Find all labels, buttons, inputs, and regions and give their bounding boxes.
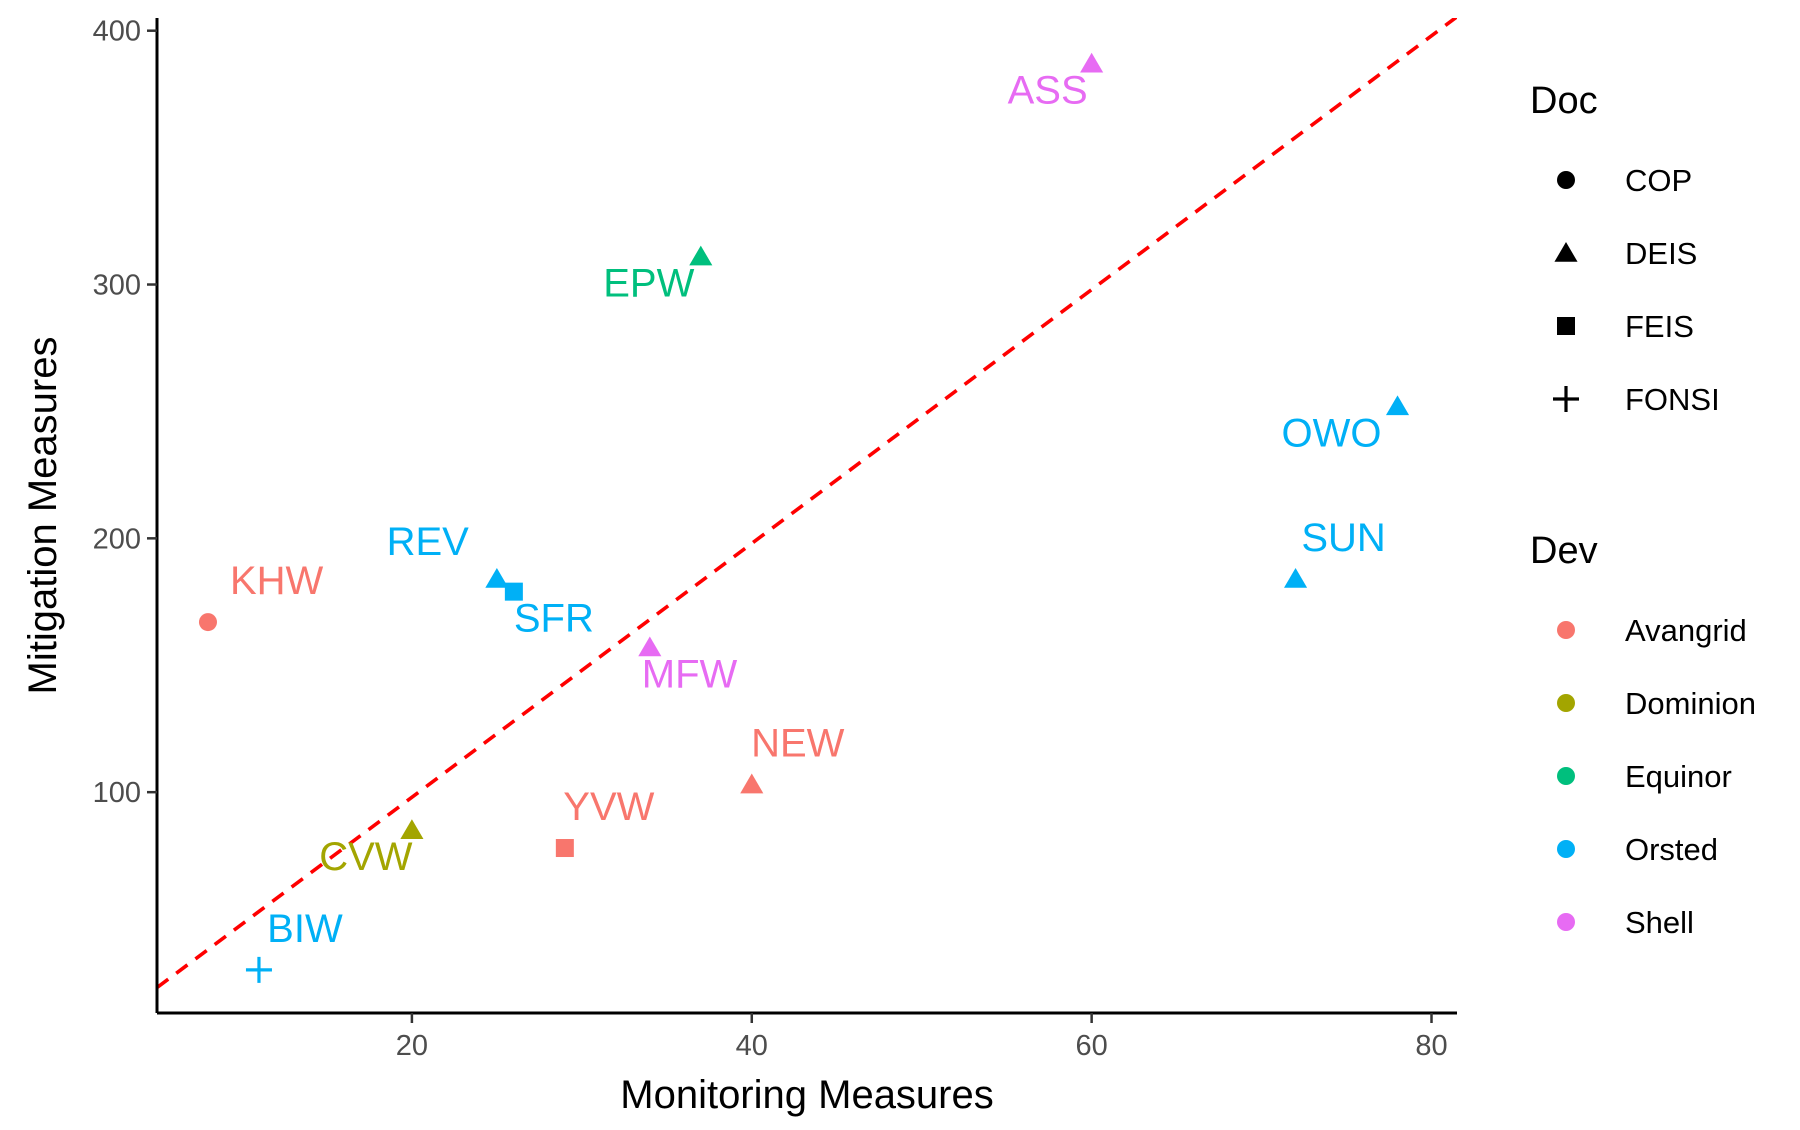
data-point-rev (485, 567, 509, 588)
y-tick-label: 300 (93, 270, 141, 302)
legend-label-avangrid: Avangrid (1625, 613, 1747, 648)
point-label-khw: KHW (230, 559, 324, 603)
data-points-layer (198, 52, 1410, 983)
point-label-yvw: YVW (563, 785, 654, 829)
legend-title-doc: Doc (1530, 80, 1598, 122)
legend-key-feis (1557, 317, 1575, 335)
point-label-biw: BIW (267, 907, 343, 951)
legend-label-feis: FEIS (1625, 309, 1694, 344)
x-tick-label: 80 (1415, 1030, 1447, 1062)
data-point-sfr (504, 582, 523, 601)
point-label-rev: REV (387, 520, 470, 564)
y-tick-label: 200 (93, 523, 141, 555)
y-axis-title: Mitigation Measures (21, 337, 65, 695)
axes-layer: 20 40 60 80 100 200 300 400 Monitoring Measures M… (21, 16, 1457, 1117)
legend-label-deis: DEIS (1625, 236, 1697, 271)
data-point-yvw (555, 839, 574, 858)
legend-title-dev: Dev (1530, 530, 1598, 572)
point-label-sun: SUN (1301, 516, 1385, 560)
reference-line (157, 18, 1457, 990)
point-label-sfr: SFR (514, 597, 594, 641)
legend-key-dominion (1557, 694, 1575, 712)
legend-key-shell (1557, 913, 1575, 931)
legend-key-equinor (1557, 767, 1575, 785)
legend-label-dominion: Dominion (1625, 686, 1756, 721)
data-point-new (740, 773, 764, 794)
data-point-owo (1385, 395, 1410, 416)
point-label-cvw: CVW (319, 835, 413, 879)
point-label-mfw: MFW (642, 652, 738, 696)
reference-line-layer (157, 18, 1457, 990)
legend-label-orsted: Orsted (1625, 832, 1718, 867)
legend-key-fonsi (1553, 386, 1579, 412)
data-point-epw (689, 245, 713, 266)
point-label-ass: ASS (1008, 69, 1088, 113)
point-label-owo: OWO (1282, 411, 1382, 455)
legend: Doc COP DEIS FEIS FONSI Dev Avangrid Dominion Eq… (1530, 80, 1756, 940)
legend-key-orsted (1557, 840, 1575, 858)
x-tick-label: 60 (1076, 1030, 1108, 1062)
x-tick-label: 40 (736, 1030, 768, 1062)
data-point-mfw (638, 636, 662, 657)
legend-label-fonsi: FONSI (1625, 382, 1720, 417)
x-tick-label: 20 (396, 1030, 428, 1062)
legend-label-cop: COP (1625, 163, 1692, 198)
data-point-biw (245, 956, 272, 983)
data-point-khw (198, 613, 217, 632)
legend-key-cop (1557, 171, 1575, 189)
x-axis-title: Monitoring Measures (620, 1073, 994, 1117)
y-tick-label: 400 (93, 16, 141, 48)
point-label-epw: EPW (603, 262, 694, 306)
legend-label-equinor: Equinor (1625, 759, 1732, 794)
y-tick-label: 100 (93, 777, 141, 809)
data-point-sun (1284, 567, 1308, 588)
data-point-ass (1080, 52, 1104, 73)
legend-key-deis (1554, 242, 1578, 262)
legend-key-avangrid (1557, 621, 1575, 639)
legend-label-shell: Shell (1625, 905, 1694, 940)
point-label-new: NEW (751, 722, 845, 766)
data-point-cvw (400, 819, 424, 840)
point-labels-layer: KHW REV SFR EPW ASS MFW NEW YVW CVW BIW OWO SUN (230, 69, 1386, 951)
